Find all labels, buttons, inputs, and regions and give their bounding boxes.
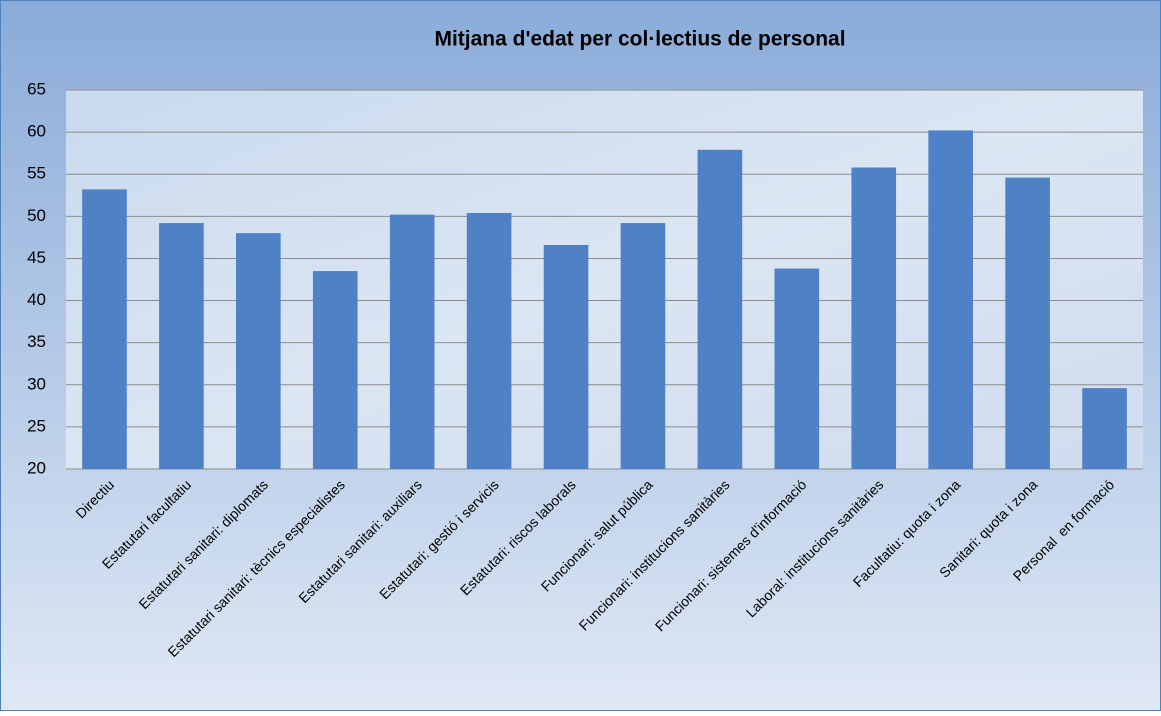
bar bbox=[312, 271, 358, 469]
y-tick-label: 30 bbox=[27, 374, 46, 393]
bar bbox=[466, 212, 512, 469]
bar bbox=[159, 223, 204, 469]
bar bbox=[82, 189, 127, 470]
y-tick-label: 45 bbox=[27, 248, 46, 267]
bar bbox=[851, 167, 897, 470]
bar bbox=[697, 149, 743, 469]
bar bbox=[543, 244, 589, 469]
y-tick-label: 65 bbox=[27, 79, 46, 98]
y-tick-label: 35 bbox=[27, 332, 46, 351]
bar bbox=[236, 233, 281, 469]
y-tick-label: 55 bbox=[27, 164, 46, 183]
y-tick-label: 60 bbox=[27, 122, 46, 141]
bar bbox=[620, 223, 666, 469]
y-tick-label: 50 bbox=[27, 206, 46, 225]
bar bbox=[928, 130, 973, 469]
bar bbox=[774, 268, 820, 469]
y-tick-label: 40 bbox=[27, 290, 46, 309]
bar bbox=[1082, 388, 1127, 469]
y-tick-label: 25 bbox=[27, 416, 46, 435]
bar bbox=[1005, 177, 1050, 469]
y-tick-label: 20 bbox=[27, 458, 46, 477]
bar bbox=[389, 214, 435, 469]
plot-area bbox=[66, 90, 1143, 469]
chart-title: Mitjana d'edat per col·lectius de person… bbox=[434, 28, 845, 51]
